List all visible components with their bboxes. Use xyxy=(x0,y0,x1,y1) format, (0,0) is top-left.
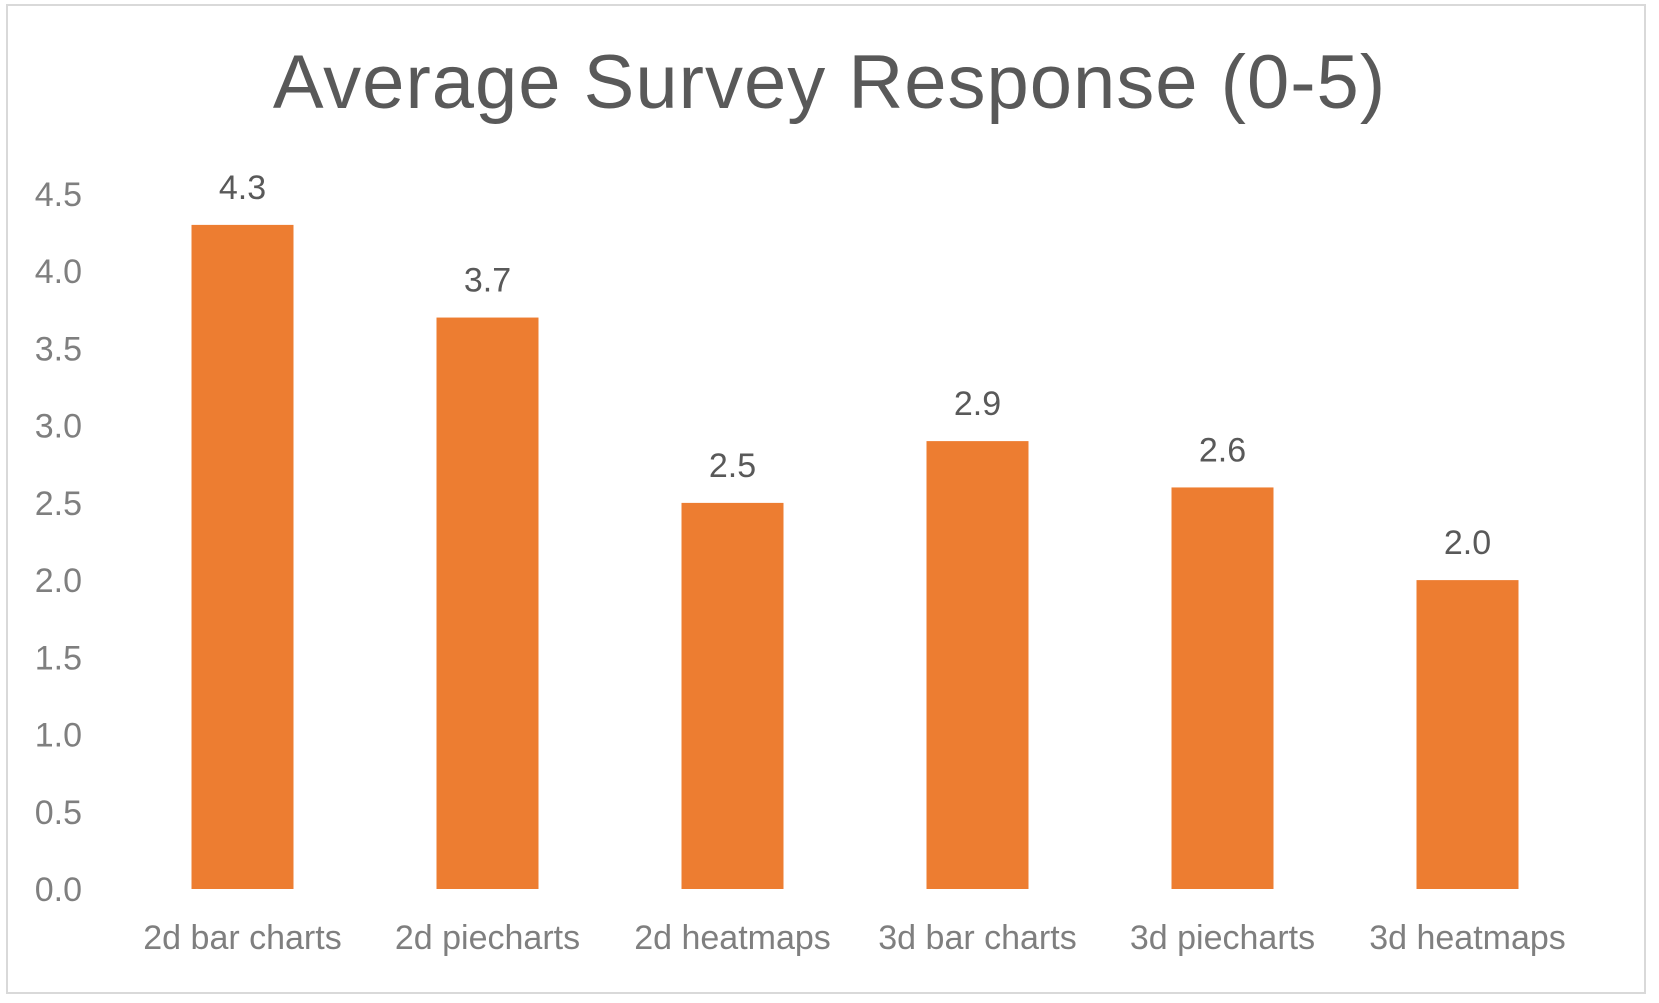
data-label: 2.0 xyxy=(1444,524,1491,562)
bar xyxy=(681,502,784,889)
y-tick-label: 2.5 xyxy=(35,485,82,523)
data-label: 4.3 xyxy=(219,169,266,207)
category-label: 2d piecharts xyxy=(395,919,580,957)
bar xyxy=(926,441,1029,889)
category-label: 2d bar charts xyxy=(143,919,341,957)
category-label: 2d heatmaps xyxy=(634,919,831,957)
y-tick-label: 3.0 xyxy=(35,408,82,446)
category-label: 3d bar charts xyxy=(878,919,1076,957)
y-tick-label: 0.5 xyxy=(35,794,82,832)
data-label: 3.7 xyxy=(464,262,511,300)
y-tick-label: 0.0 xyxy=(35,871,82,909)
category-label: 3d heatmaps xyxy=(1369,919,1566,957)
y-tick-label: 4.0 xyxy=(35,253,82,291)
bar xyxy=(1171,487,1274,889)
bar xyxy=(436,317,539,889)
bar xyxy=(191,224,294,889)
data-label: 2.9 xyxy=(954,385,1001,423)
chart-title: Average Survey Response (0-5) xyxy=(272,40,1387,125)
y-tick-label: 1.0 xyxy=(35,717,82,755)
y-tick-label: 3.5 xyxy=(35,330,82,368)
bar xyxy=(1416,580,1519,889)
data-label: 2.6 xyxy=(1199,431,1246,469)
y-tick-label: 1.5 xyxy=(35,639,82,677)
category-label: 3d piecharts xyxy=(1130,919,1315,957)
y-tick-label: 4.5 xyxy=(35,176,82,214)
y-tick-label: 2.0 xyxy=(35,562,82,600)
data-label: 2.5 xyxy=(709,447,756,485)
